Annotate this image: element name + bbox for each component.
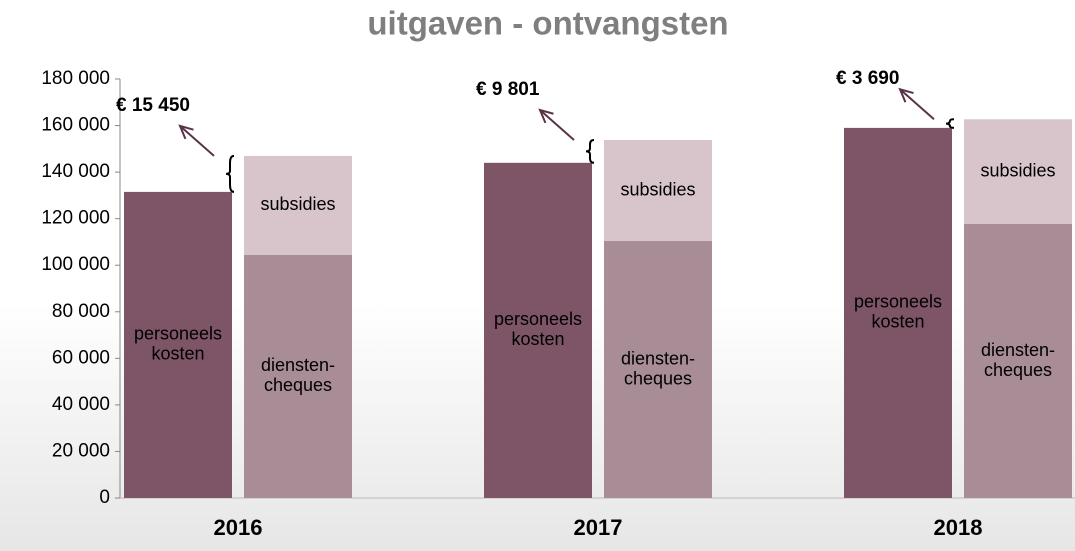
annotation-arrowhead [178, 124, 194, 140]
segment-label: cheques [264, 375, 332, 395]
segment-label: subsidies [620, 179, 695, 199]
annotation-arrowhead [538, 108, 554, 124]
difference-label: € 9 801 [476, 79, 540, 100]
bar-segment [604, 241, 712, 498]
segment-label: subsidies [980, 160, 1055, 180]
annotation-arrow [899, 88, 935, 121]
y-tick-label: 20 000 [52, 440, 110, 461]
segment-label: cheques [624, 368, 692, 388]
segment-label: kosten [511, 329, 564, 349]
x-tick-label: 2017 [574, 515, 623, 540]
y-tick-label: 140 000 [41, 161, 110, 182]
annotation-arrow [539, 109, 575, 141]
chart-title: uitgaven - ontvangsten [367, 5, 728, 42]
segment-label: cheques [984, 360, 1052, 380]
difference-brace [585, 138, 595, 164]
difference-brace [225, 154, 235, 193]
segment-label: diensten- [261, 355, 335, 375]
bar [124, 191, 232, 498]
segment-label: diensten- [621, 348, 695, 368]
segment-label: kosten [151, 344, 204, 364]
segment-label: personeels [854, 292, 942, 312]
x-tick-label: 2016 [214, 515, 263, 540]
annotation-arrow [179, 125, 215, 157]
y-tick-label: 80 000 [52, 301, 110, 322]
difference-brace [945, 118, 955, 129]
y-tick-label: 0 [99, 487, 110, 508]
segment-label: personeels [134, 324, 222, 344]
y-tick-label: 40 000 [52, 394, 110, 415]
y-tick-label: 60 000 [52, 347, 110, 368]
segment-label: diensten- [981, 340, 1055, 360]
annotation-arrowhead [898, 87, 914, 103]
y-tick-label: 100 000 [41, 254, 110, 275]
difference-label: € 15 450 [116, 95, 190, 116]
y-tick-label: 180 000 [41, 68, 110, 89]
bar-segment [244, 254, 352, 498]
bar-segment [964, 119, 1072, 225]
segment-label: kosten [871, 312, 924, 332]
x-tick-label: 2018 [934, 515, 983, 540]
difference-label: € 3 690 [836, 68, 899, 89]
bar [844, 127, 952, 498]
bar-segment [964, 224, 1072, 498]
bar-segment [604, 139, 712, 242]
segment-label: subsidies [260, 194, 335, 214]
y-tick-label: 120 000 [41, 208, 110, 229]
y-tick-label: 160 000 [41, 115, 110, 136]
bar [484, 162, 592, 499]
segment-label: personeels [494, 309, 582, 329]
bar-segment [244, 155, 352, 255]
